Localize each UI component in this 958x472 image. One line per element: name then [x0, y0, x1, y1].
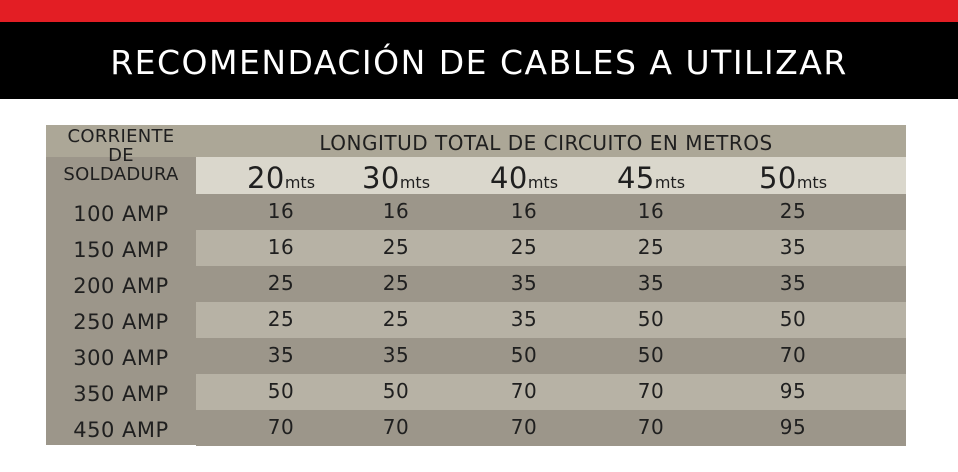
table-body: 100 AMP 16 16 16 16 25 150 AMP 16 25 25 25 35 200 AM… — [46, 194, 906, 446]
length-header-0: 20mts — [221, 159, 341, 195]
table-cell: 70 — [637, 415, 665, 439]
cable-recommendation-table: CORRIENTE DE SOLDADURA LONGITUD TOTAL DE… — [46, 125, 906, 446]
row-background — [196, 230, 906, 266]
table-cell: 95 — [779, 379, 807, 403]
table-row: 350 AMP 50 50 70 70 95 — [46, 374, 906, 410]
table-cell: 25 — [510, 235, 538, 259]
table-cell: 35 — [779, 271, 807, 295]
red-accent-bar — [0, 0, 958, 22]
corner-line: SOLDADURA — [63, 164, 179, 185]
table-cell: 70 — [510, 379, 538, 403]
table-cell: 50 — [510, 343, 538, 367]
length-value: 30 — [361, 161, 400, 195]
table-cell: 50 — [267, 379, 295, 403]
row-background — [196, 194, 906, 230]
current-column-header: CORRIENTE DE SOLDADURA — [46, 126, 196, 185]
table-header-top — [46, 125, 906, 157]
row-background — [196, 302, 906, 338]
table-row: 300 AMP 35 35 50 50 70 — [46, 338, 906, 374]
length-unit: mts — [284, 173, 316, 192]
table-row: 250 AMP 25 25 35 50 50 — [46, 302, 906, 338]
table-cell: 25 — [267, 307, 295, 331]
length-group-header: LONGITUD TOTAL DE CIRCUITO EN METROS — [319, 131, 773, 155]
length-header-1: 30mts — [336, 159, 456, 195]
table-cell: 25 — [382, 235, 410, 259]
current-label: 200 AMP — [73, 274, 169, 298]
current-label: 150 AMP — [73, 238, 169, 262]
page-title: RECOMENDACIÓN DE CABLES A UTILIZAR — [110, 43, 848, 82]
current-label: 250 AMP — [73, 310, 169, 334]
length-value: 50 — [758, 161, 797, 195]
table-cell: 35 — [267, 343, 295, 367]
table-cell: 25 — [382, 307, 410, 331]
corner-line: DE — [108, 145, 134, 166]
row-background — [196, 410, 906, 446]
current-label: 350 AMP — [73, 382, 169, 406]
table-cell: 70 — [637, 379, 665, 403]
current-label: 300 AMP — [73, 346, 169, 370]
table-cell: 16 — [267, 235, 295, 259]
table-cell: 70 — [267, 415, 295, 439]
table-cell: 25 — [267, 271, 295, 295]
length-header-2: 40mts — [464, 159, 584, 195]
length-header-3: 45mts — [591, 159, 711, 195]
table-cell: 70 — [382, 415, 410, 439]
length-unit: mts — [399, 173, 431, 192]
table-cell: 35 — [510, 271, 538, 295]
corner-line: CORRIENTE — [67, 126, 175, 147]
length-header-row — [196, 157, 906, 194]
length-value: 40 — [489, 161, 528, 195]
row-background — [196, 266, 906, 302]
length-header-4: 50mts — [733, 159, 853, 195]
row-background — [196, 338, 906, 374]
length-value: 45 — [616, 161, 655, 195]
table-cell: 50 — [637, 343, 665, 367]
table-cell: 16 — [382, 199, 410, 223]
table-cell: 35 — [779, 235, 807, 259]
row-background — [196, 374, 906, 410]
table-cell: 16 — [637, 199, 665, 223]
length-unit: mts — [796, 173, 828, 192]
table-cell: 35 — [382, 343, 410, 367]
table-cell: 50 — [637, 307, 665, 331]
table-cell: 70 — [779, 343, 807, 367]
table-cell: 25 — [637, 235, 665, 259]
table-cell: 35 — [637, 271, 665, 295]
table-row: 100 AMP 16 16 16 16 25 — [46, 194, 906, 230]
table-cell: 50 — [382, 379, 410, 403]
table-cell: 70 — [510, 415, 538, 439]
table-cell: 25 — [382, 271, 410, 295]
table-cell: 35 — [510, 307, 538, 331]
table-cell: 95 — [779, 415, 807, 439]
current-label: 450 AMP — [73, 418, 169, 442]
table-row: 200 AMP 25 25 35 35 35 — [46, 266, 906, 302]
table-cell: 50 — [779, 307, 807, 331]
length-unit: mts — [654, 173, 686, 192]
table-cell: 16 — [510, 199, 538, 223]
title-band: RECOMENDACIÓN DE CABLES A UTILIZAR — [0, 22, 958, 99]
table-row: 450 AMP 70 70 70 70 95 — [46, 410, 906, 446]
table-cell: 16 — [267, 199, 295, 223]
table-cell: 25 — [779, 199, 807, 223]
length-value: 20 — [246, 161, 285, 195]
table-row: 150 AMP 16 25 25 25 35 — [46, 230, 906, 266]
length-unit: mts — [527, 173, 559, 192]
current-label: 100 AMP — [73, 202, 169, 226]
